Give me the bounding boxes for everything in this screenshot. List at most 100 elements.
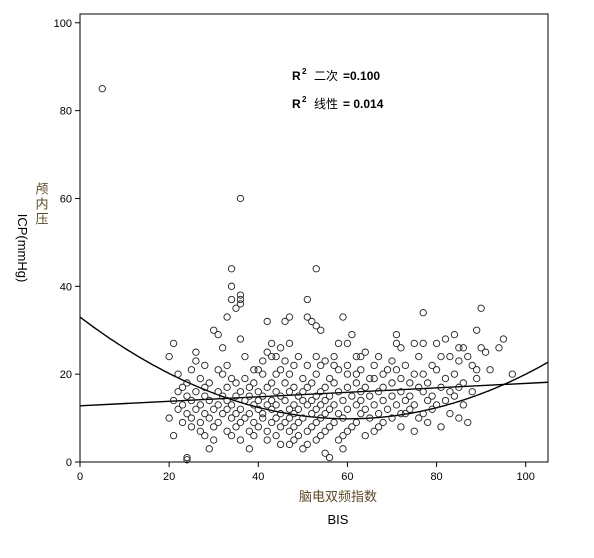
data-point — [415, 383, 423, 391]
data-point — [232, 410, 240, 418]
data-point — [241, 396, 249, 405]
y-tick-label: 100 — [54, 18, 72, 30]
data-point — [276, 392, 285, 400]
data-point — [218, 344, 227, 352]
data-point — [352, 401, 360, 409]
data-point — [415, 352, 423, 361]
data-point — [250, 366, 258, 374]
data-point — [218, 392, 227, 400]
data-point — [468, 388, 476, 396]
x-tick-label: 60 — [341, 471, 353, 483]
data-point — [263, 436, 271, 444]
data-point — [317, 401, 325, 409]
data-point — [236, 405, 245, 413]
data-point — [397, 374, 405, 383]
data-point — [406, 405, 414, 413]
x-tick-label: 40 — [252, 471, 264, 483]
data-point — [352, 418, 360, 427]
data-point — [401, 361, 410, 370]
data-point — [299, 374, 307, 383]
data-point — [183, 379, 191, 387]
data-point — [245, 427, 254, 435]
data-point — [201, 410, 209, 418]
data-point — [290, 401, 298, 409]
data-point — [321, 449, 329, 457]
data-point — [268, 418, 276, 427]
data-point — [245, 392, 254, 400]
data-point — [254, 423, 262, 431]
data-point — [232, 379, 240, 387]
data-point — [321, 396, 329, 405]
data-point — [174, 405, 182, 413]
data-point — [446, 410, 454, 418]
data-point — [174, 370, 182, 378]
data-point — [348, 392, 356, 400]
legend-quadratic-r: R — [292, 69, 301, 83]
data-point — [308, 410, 316, 418]
data-point — [174, 388, 182, 396]
y-tick-label: 20 — [60, 369, 72, 381]
data-point — [272, 414, 280, 422]
data-point — [374, 388, 383, 396]
data-point — [281, 357, 289, 365]
data-point — [254, 366, 262, 374]
data-point — [254, 405, 262, 413]
data-point — [210, 405, 218, 413]
data-point — [397, 410, 405, 418]
data-point — [178, 418, 187, 427]
legend-quadratic-sup: 2 — [302, 67, 307, 76]
data-point — [357, 396, 365, 405]
data-point — [334, 366, 343, 374]
legend-linear-label: 线性 — [314, 97, 338, 111]
data-point — [227, 295, 236, 304]
data-point — [343, 361, 352, 370]
data-point — [499, 335, 508, 343]
data-point — [312, 322, 320, 330]
legend-quadratic-value: =0.100 — [343, 69, 380, 83]
data-point — [321, 357, 329, 365]
data-point — [285, 313, 294, 321]
data-point — [232, 392, 240, 400]
data-point — [218, 410, 227, 418]
legend-quadratic-label: 二次 — [314, 69, 338, 83]
data-point — [294, 418, 303, 427]
x-tick-label: 0 — [77, 471, 83, 483]
data-point — [357, 352, 365, 361]
data-point — [424, 396, 432, 405]
data-point — [348, 330, 356, 339]
data-point — [259, 414, 267, 422]
data-point — [192, 348, 200, 356]
data-point — [227, 414, 236, 422]
data-point — [432, 366, 441, 374]
data-points — [98, 85, 516, 464]
data-point — [428, 405, 436, 413]
data-point — [281, 317, 289, 326]
data-point — [419, 388, 427, 396]
data-point — [379, 396, 387, 405]
x-tick-label: 80 — [430, 471, 442, 483]
data-point — [325, 453, 334, 462]
data-point — [455, 344, 463, 352]
y-tick-label: 40 — [60, 281, 72, 293]
data-point — [281, 379, 289, 387]
data-point — [192, 388, 200, 396]
data-point — [285, 388, 294, 396]
data-point — [259, 370, 267, 378]
data-point — [441, 335, 450, 343]
data-point — [303, 440, 311, 449]
data-point — [477, 304, 485, 312]
data-point — [325, 405, 334, 413]
data-point — [210, 423, 218, 431]
data-point — [397, 344, 405, 352]
data-point — [357, 366, 365, 374]
data-point — [370, 401, 378, 409]
data-point — [441, 396, 450, 405]
data-point — [410, 370, 418, 378]
data-point — [210, 436, 218, 444]
data-point — [481, 348, 490, 356]
data-point — [183, 410, 191, 418]
data-point — [374, 352, 383, 361]
data-point — [290, 361, 298, 370]
data-point — [312, 392, 320, 400]
data-point — [352, 352, 360, 361]
